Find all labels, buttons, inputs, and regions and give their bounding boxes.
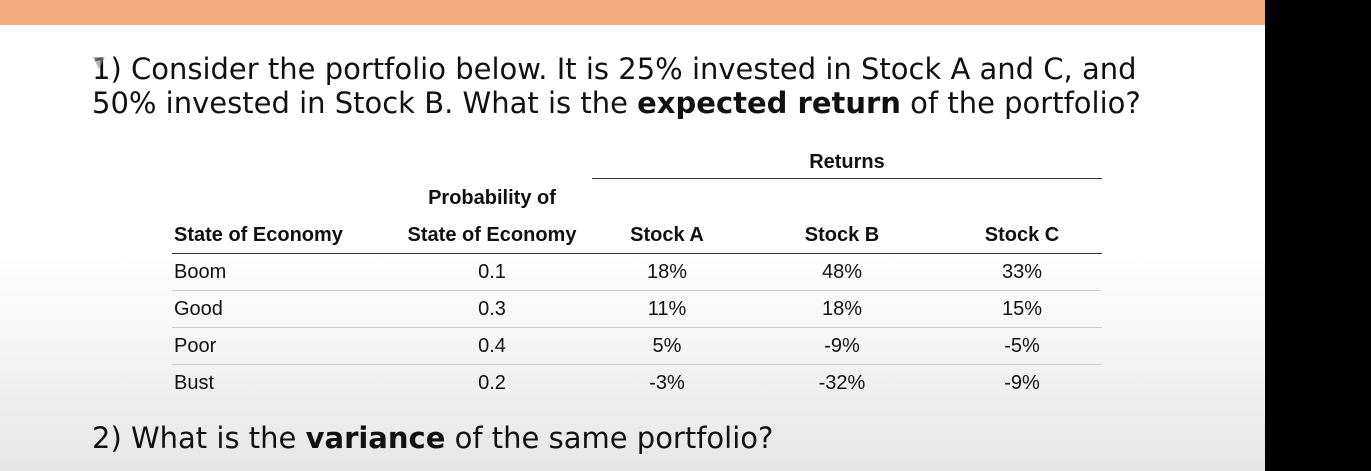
prob-cell: 0.4 (392, 327, 592, 365)
question-1: 1) Consider the portfolio below. It is 2… (92, 52, 1141, 120)
table-header-row-returns: Returns (172, 146, 1102, 179)
stock-c-cell: 15% (942, 290, 1102, 328)
stock-c-header: Stock C (942, 217, 1102, 254)
state-header: State of Economy (172, 217, 392, 254)
table-row: Good 0.3 11% 18% 15% (172, 290, 1102, 328)
question-1-bold: expected return (637, 86, 901, 120)
returns-header: Returns (592, 146, 1102, 179)
slide: 1) Consider the portfolio below. It is 2… (0, 0, 1265, 471)
prob-cell: 0.2 (478, 372, 506, 394)
prob-header-top: Probability of (428, 186, 556, 209)
stock-c-cell: 33% (942, 253, 1102, 291)
question-2-bold: variance (305, 421, 446, 455)
question-2-text-pre: 2) What is the (92, 421, 306, 455)
stock-b-cell: 18% (742, 290, 942, 328)
stock-c-cell: -5% (942, 327, 1102, 365)
stock-b-header: Stock B (742, 217, 942, 254)
table-row: Poor 0.4 5% -9% -5% (172, 327, 1102, 365)
question-1-text-post: of the portfolio? (900, 86, 1141, 120)
stock-b-cell: -9% (742, 327, 942, 365)
question-1-text-pre: 50% invested in Stock B. What is the (92, 86, 638, 120)
prob-header-bottom: State of Economy (392, 217, 592, 254)
table-header-row-columns: State of Economy State of Economy Stock … (172, 217, 1102, 254)
stock-a-cell: -3% (649, 372, 685, 394)
stock-b-cell: -32% (818, 372, 866, 394)
stock-c-cell: -9% (1004, 372, 1040, 394)
table-row: Boom 0.1 18% 48% 33% (172, 253, 1102, 291)
stock-a-cell: 18% (592, 253, 742, 291)
prob-cell: 0.1 (392, 253, 592, 291)
returns-table: Returns Probability of State of Economy … (172, 146, 1102, 401)
stock-a-header: Stock A (592, 217, 742, 254)
question-2: 2) What is the variance of the same port… (92, 421, 773, 455)
prob-cell: 0.3 (392, 290, 592, 328)
state-cell: Bust (174, 372, 215, 394)
state-cell: Good (172, 290, 392, 328)
state-cell: Poor (172, 327, 392, 365)
stock-b-cell: 48% (742, 253, 942, 291)
question-1-line-2: 50% invested in Stock B. What is the exp… (92, 86, 1141, 120)
stock-a-cell: 11% (592, 290, 742, 328)
question-1-line-1: 1) Consider the portfolio below. It is 2… (92, 52, 1137, 86)
slide-top-bar (0, 0, 1265, 25)
state-cell: Boom (172, 253, 392, 291)
table-header-row-prob: Probability of (172, 179, 1102, 218)
table-row: Bust 0.2 -3% -32% -9% (172, 365, 1102, 402)
question-2-text-post: of the same portfolio? (445, 421, 774, 455)
stock-a-cell: 5% (592, 327, 742, 365)
mouse-cursor-icon (93, 57, 105, 69)
